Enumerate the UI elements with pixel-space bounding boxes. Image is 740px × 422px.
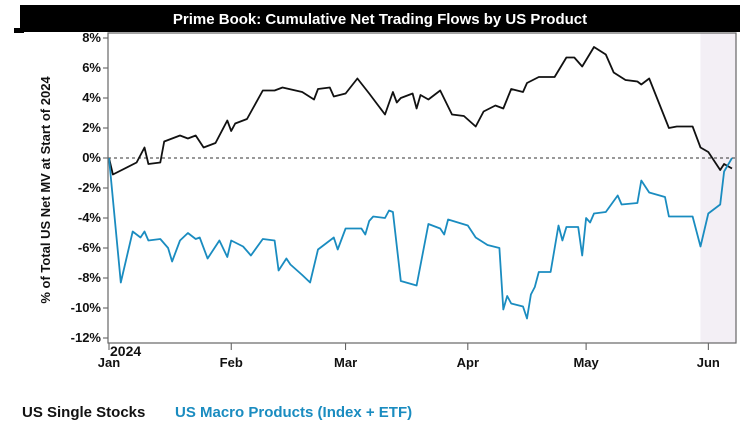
y-tick-label: 2% xyxy=(82,120,101,135)
y-tick-label: 4% xyxy=(82,90,101,105)
x-axis: Jan Feb Mar Apr May Jun xyxy=(98,343,720,370)
title-bar-tab xyxy=(14,28,24,33)
shaded-period xyxy=(700,33,736,343)
y-tick-label: 8% xyxy=(82,30,101,45)
plot-frame xyxy=(107,32,737,344)
y-tick-label: -12% xyxy=(71,330,102,345)
title-bar xyxy=(20,5,740,32)
x-tick-label: May xyxy=(573,355,599,370)
y-tick-label: -2% xyxy=(78,180,102,195)
x-tick-label: Mar xyxy=(334,355,357,370)
y-tick-label: 6% xyxy=(82,60,101,75)
x-tick-label: Jan xyxy=(98,355,120,370)
series-line-single-stocks xyxy=(108,46,733,176)
y-axis: 8% 6% 4% 2% 0% -2% -4% -6% -8% -10% -12% xyxy=(71,30,108,345)
x-tick-label: Feb xyxy=(220,355,243,370)
chart-title: Prime Book: Cumulative Net Trading Flows… xyxy=(173,11,587,28)
legend-single-stocks: US Single Stocks xyxy=(22,404,145,421)
x-tick-label: Jun xyxy=(697,355,720,370)
legend-macro-products: US Macro Products (Index + ETF) xyxy=(175,404,412,421)
y-axis-label: % of Total US Net MV at Start of 2024 xyxy=(38,76,53,304)
y-tick-label: -10% xyxy=(71,300,102,315)
x-tick-label: Apr xyxy=(457,355,479,370)
y-tick-label: -8% xyxy=(78,270,102,285)
y-tick-label: -6% xyxy=(78,240,102,255)
year-label: 2024 xyxy=(110,343,141,359)
y-tick-label: -4% xyxy=(78,210,102,225)
series-line-macro-products xyxy=(108,157,733,320)
y-tick-label: 0% xyxy=(82,150,101,165)
series-lines xyxy=(108,46,733,320)
